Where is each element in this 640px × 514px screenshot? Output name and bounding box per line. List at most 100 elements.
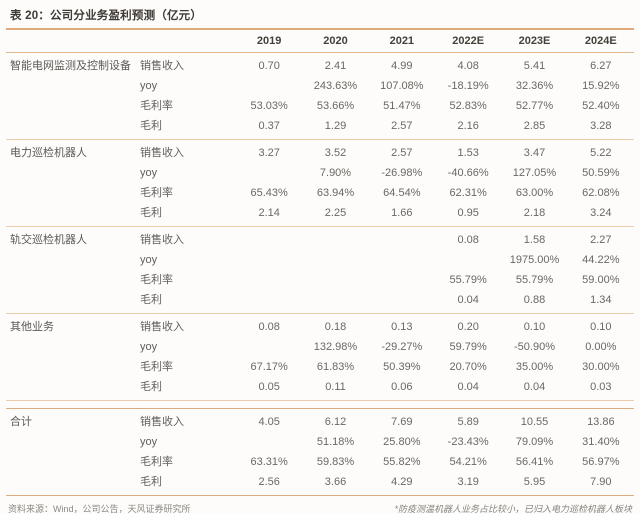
year-header-2020: 2020 [323, 35, 348, 47]
metric-label: 毛利率 [140, 187, 173, 199]
value-cell: 13.86 [587, 416, 615, 428]
table-footer: 资料来源：Wind，公司公告，天风证券研究所 *防疫测温机器人业务占比较小，已归… [6, 496, 634, 514]
segment-name [6, 270, 140, 290]
segment-name: 电力巡检机器人 [10, 147, 87, 159]
value-cell: 59.83% [316, 456, 355, 468]
metric-label: 销售收入 [140, 234, 184, 246]
value-cell: 3.66 [324, 476, 347, 488]
value-cell: 0.08 [457, 234, 479, 246]
year-header-2023e: 2023E [518, 35, 551, 47]
value-cell: 3.52 [324, 147, 347, 159]
value-cell: 1975.00% [509, 254, 560, 266]
value-cell: 0.06 [391, 381, 413, 393]
value-cell [369, 230, 435, 250]
table-group-1: 智能电网监测及控制设备 销售收入 0.70 2.41 4.99 4.08 5.41 6.27 y… [6, 53, 634, 140]
value-cell: 2.57 [391, 147, 413, 159]
value-cell [435, 250, 501, 270]
segment-name [6, 183, 140, 203]
value-cell: 0.04 [457, 294, 479, 306]
table-row: 毛利 0.37 1.29 2.57 2.16 2.85 3.28 [6, 116, 634, 136]
value-cell: 3.27 [258, 147, 280, 159]
value-cell: 79.09% [515, 436, 554, 448]
metric-label: 毛利 [140, 381, 162, 393]
value-cell: 0.95 [457, 207, 479, 219]
value-cell: 0.37 [258, 120, 280, 132]
value-cell: 7.69 [391, 416, 413, 428]
value-cell: 0.70 [258, 60, 280, 72]
value-cell: 0.13 [391, 321, 413, 333]
value-cell: 56.41% [515, 456, 554, 468]
value-cell [236, 290, 302, 310]
value-cell: 0.88 [523, 294, 546, 306]
year-header-2022e: 2022E [452, 35, 485, 47]
value-cell: 4.29 [391, 476, 413, 488]
value-cell: 2.25 [324, 207, 347, 219]
value-cell: 50.39% [383, 361, 421, 373]
value-cell [369, 270, 435, 290]
table-row: yoy 7.90% -26.98% -40.66% 127.05% 50.59% [6, 163, 634, 183]
metric-label: yoy [140, 80, 158, 92]
value-cell: 0.18 [324, 321, 347, 333]
table-row: yoy 243.63% 107.08% -18.19% 32.36% 15.92% [6, 76, 634, 96]
value-cell: -26.98% [381, 167, 423, 179]
value-cell: 2.16 [457, 120, 479, 132]
value-cell: 0.05 [258, 381, 280, 393]
value-cell: 2.57 [391, 120, 413, 132]
value-cell: 3.19 [457, 476, 479, 488]
footnote: *防疫测温机器人业务占比较小，已归入电力巡检机器人板块 [394, 504, 632, 514]
metric-label: 毛利 [140, 294, 162, 306]
value-cell [236, 76, 302, 96]
value-cell: 4.08 [457, 60, 479, 72]
table-body: 智能电网监测及控制设备 销售收入 0.70 2.41 4.99 4.08 5.41 6.27 y… [6, 53, 634, 496]
year-header-2019: 2019 [256, 35, 282, 47]
value-cell: 243.63% [313, 80, 358, 92]
value-cell: 0.20 [457, 321, 479, 333]
value-cell: 6.12 [324, 416, 347, 428]
value-cell: 54.21% [449, 456, 487, 468]
value-cell: 53.66% [316, 100, 355, 112]
segment-name [6, 432, 140, 452]
value-cell: 44.22% [582, 254, 620, 266]
value-cell: -40.66% [447, 167, 489, 179]
value-cell: 55.79% [449, 274, 487, 286]
value-cell [236, 163, 302, 183]
table-row: 智能电网监测及控制设备 销售收入 0.70 2.41 4.99 4.08 5.41 6.27 [6, 56, 634, 76]
value-cell: 1.66 [391, 207, 413, 219]
value-cell: 1.34 [590, 294, 612, 306]
value-cell: 2.14 [258, 207, 280, 219]
metric-label: 毛利 [140, 476, 162, 488]
value-cell: 3.24 [590, 207, 612, 219]
metric-label: yoy [140, 167, 158, 179]
value-cell: 7.90% [319, 167, 352, 179]
table-header-row: 2019 2020 2021 2022E 2023E 2024E [6, 28, 634, 53]
value-cell: 50.59% [582, 167, 620, 179]
segment-name [6, 163, 140, 183]
segment-name [6, 337, 140, 357]
value-cell: 53.03% [250, 100, 288, 112]
metric-label: yoy [140, 436, 158, 448]
value-cell: 64.54% [383, 187, 421, 199]
value-cell: 25.80% [383, 436, 421, 448]
value-cell: 65.43% [250, 187, 288, 199]
metric-column-header [140, 30, 236, 52]
table-row: 毛利 2.14 2.25 1.66 0.95 2.18 3.24 [6, 203, 634, 223]
value-cell: 67.17% [250, 361, 288, 373]
value-cell: 127.05% [512, 167, 557, 179]
value-cell: 4.99 [391, 60, 413, 72]
value-cell [302, 290, 368, 310]
value-cell: 32.36% [515, 80, 554, 92]
metric-label: yoy [140, 254, 158, 266]
value-cell: 1.53 [457, 147, 479, 159]
value-cell: 7.90 [590, 476, 612, 488]
value-cell: -29.27% [381, 341, 423, 353]
value-cell: 56.97% [582, 456, 620, 468]
metric-label: 销售收入 [140, 416, 184, 428]
metric-label: 毛利 [140, 207, 162, 219]
value-cell: 5.95 [523, 476, 546, 488]
value-cell: 132.98% [313, 341, 358, 353]
value-cell: 63.94% [316, 187, 355, 199]
value-cell: 2.41 [324, 60, 347, 72]
table-row: 轨交巡检机器人 销售收入 0.08 1.58 2.27 [6, 230, 634, 250]
value-cell: 52.77% [515, 100, 554, 112]
